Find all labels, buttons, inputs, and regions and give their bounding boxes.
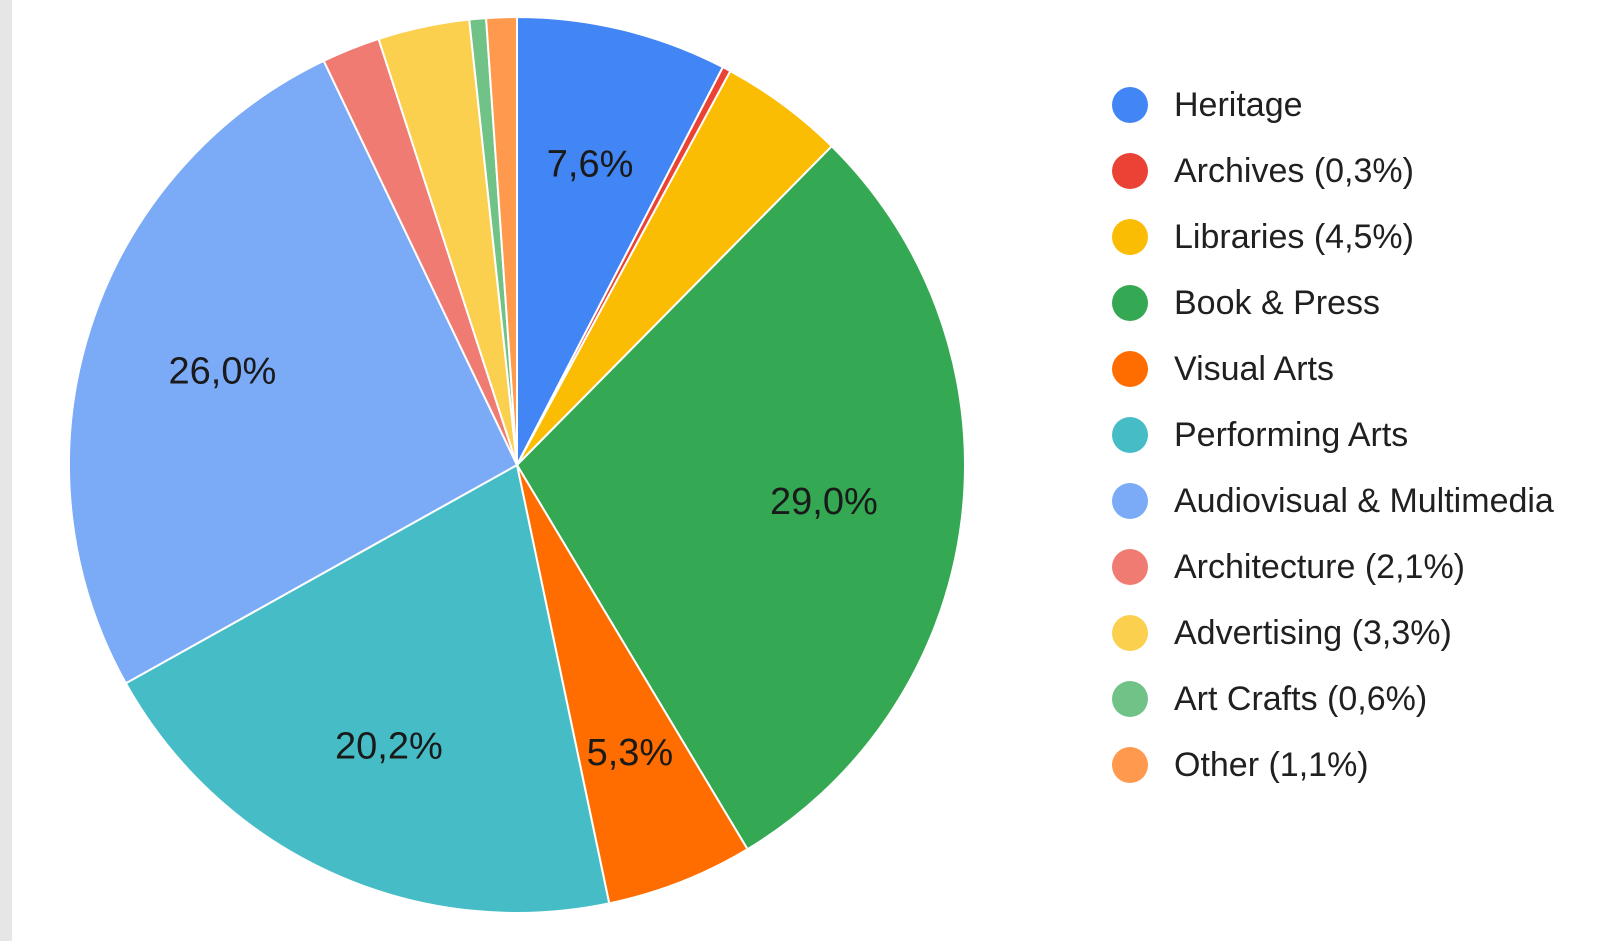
chart-canvas: 7,6% 29,0% 5,3% 20,2% 26,0% Heritage Archives… — [12, 0, 1599, 941]
legend-label: Visual Arts — [1174, 349, 1335, 388]
legend-label: Heritage — [1174, 85, 1303, 124]
legend-label: Archives (0,3%) — [1174, 151, 1414, 190]
slice-label-heritage: 7,6% — [547, 144, 634, 186]
legend-item-libraries: Libraries (4,5%) — [1112, 204, 1554, 270]
pie-chart: 7,6% 29,0% 5,3% 20,2% 26,0% — [68, 15, 966, 914]
pie-slice-visual-arts — [516, 464, 749, 905]
chart-legend: Heritage Archives (0,3%) Libraries (4,5%) B… — [1112, 72, 1554, 798]
legend-label: Audiovisual & Multimedia — [1174, 481, 1554, 520]
legend-swatch-performing-arts — [1112, 417, 1148, 453]
legend-item-visual-arts: Visual Arts — [1112, 336, 1554, 402]
legend-swatch-advertising — [1112, 615, 1148, 651]
slice-label-visual-arts: 5,3% — [587, 732, 674, 774]
legend-item-other: Other (1,1%) — [1112, 732, 1554, 798]
slice-label-book-and-press: 29,0% — [770, 481, 878, 523]
pie-slice-performing-arts — [124, 463, 611, 914]
pie-slice-other — [484, 15, 518, 466]
pie-slice-heritage — [516, 15, 725, 466]
legend-swatch-audiovisual-and-multimedia — [1112, 483, 1148, 519]
legend-item-performing-arts: Performing Arts — [1112, 402, 1554, 468]
legend-item-advertising: Advertising (3,3%) — [1112, 600, 1554, 666]
legend-item-book-and-press: Book & Press — [1112, 270, 1554, 336]
legend-label: Advertising (3,3%) — [1174, 613, 1452, 652]
legend-label: Architecture (2,1%) — [1174, 547, 1465, 586]
legend-item-audiovisual-and-multimedia: Audiovisual & Multimedia — [1112, 468, 1554, 534]
legend-label: Art Crafts (0,6%) — [1174, 679, 1428, 718]
pie-slice-book-and-press — [515, 144, 966, 851]
legend-swatch-archives — [1112, 153, 1148, 189]
legend-label: Libraries (4,5%) — [1174, 217, 1414, 256]
legend-item-art-crafts: Art Crafts (0,6%) — [1112, 666, 1554, 732]
legend-swatch-art-crafts — [1112, 681, 1148, 717]
slice-label-audiovisual-and-multimedia: 26,0% — [169, 350, 277, 392]
legend-item-heritage: Heritage — [1112, 72, 1554, 138]
legend-swatch-heritage — [1112, 87, 1148, 123]
legend-swatch-libraries — [1112, 219, 1148, 255]
legend-swatch-architecture — [1112, 549, 1148, 585]
pie-slice-audiovisual-and-multimedia — [68, 59, 519, 685]
slice-label-performing-arts: 20,2% — [335, 725, 443, 767]
legend-swatch-book-and-press — [1112, 285, 1148, 321]
legend-label: Other (1,1%) — [1174, 745, 1369, 784]
legend-label: Performing Arts — [1174, 415, 1409, 454]
legend-swatch-visual-arts — [1112, 351, 1148, 387]
legend-item-archives: Archives (0,3%) — [1112, 138, 1554, 204]
legend-swatch-other — [1112, 747, 1148, 783]
legend-item-architecture: Architecture (2,1%) — [1112, 534, 1554, 600]
legend-label: Book & Press — [1174, 283, 1380, 322]
